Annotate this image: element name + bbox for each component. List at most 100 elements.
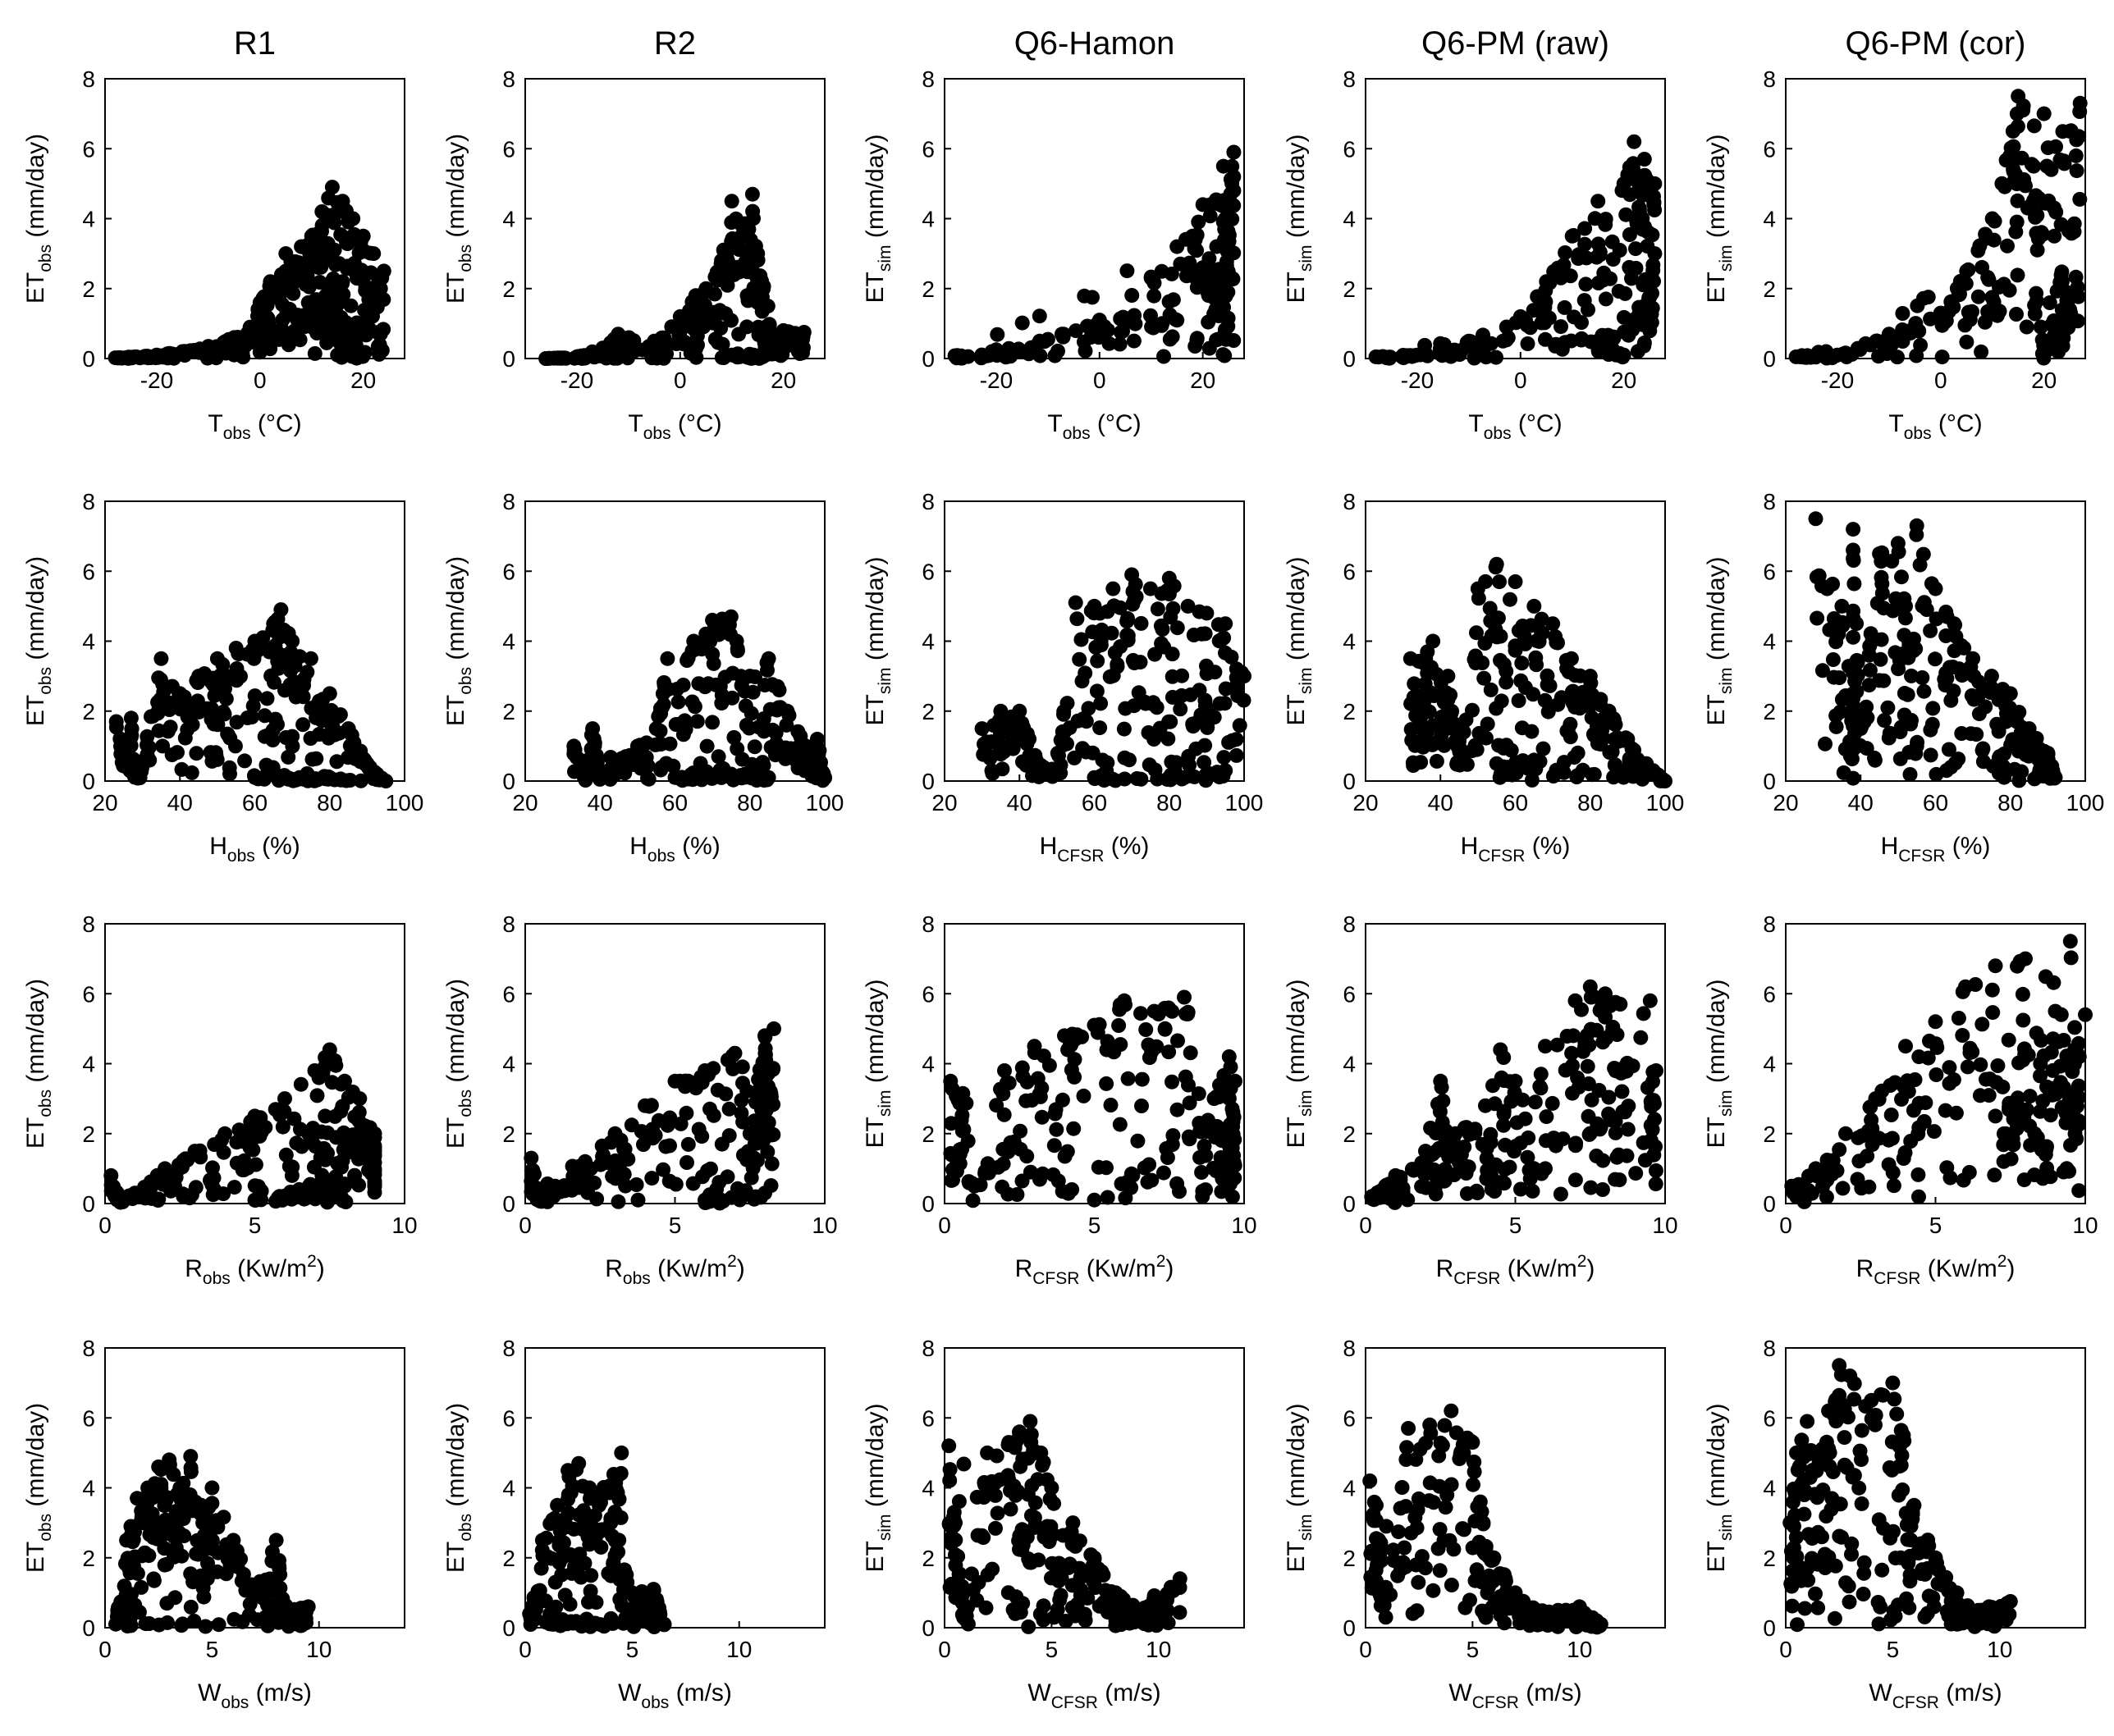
- scatter-point: [265, 733, 280, 747]
- x-axis-label: Tobs (°C): [1047, 410, 1141, 443]
- scatter-point: [1434, 1080, 1449, 1094]
- scatter-point: [1066, 1122, 1081, 1136]
- x-axis-label: Tobs (°C): [1888, 410, 1982, 443]
- scatter-point: [1202, 341, 1217, 356]
- scatter-point: [1099, 1076, 1114, 1091]
- scatter-point: [1135, 1072, 1150, 1087]
- scatter-point: [1577, 222, 1592, 236]
- y-tick-label: 2: [1343, 1122, 1356, 1147]
- scatter-point: [527, 1167, 542, 1181]
- scatter-point: [1649, 1176, 1663, 1191]
- scatter-point: [1185, 229, 1200, 244]
- scatter-point: [611, 1485, 625, 1500]
- x-tick-label: 20: [771, 368, 796, 393]
- scatter-point: [1113, 639, 1128, 654]
- scatter-point: [228, 738, 243, 753]
- scatter-point: [1568, 1172, 1583, 1187]
- scatter-point: [1961, 305, 1976, 320]
- scatter-point: [173, 701, 188, 716]
- scatter-point: [1534, 1167, 1549, 1181]
- scatter-point: [1520, 1150, 1535, 1165]
- x-axis-label: Hobs (%): [209, 833, 300, 866]
- scatter-point: [1646, 1148, 1661, 1163]
- scatter-point: [145, 349, 160, 364]
- scatter-point: [2065, 1064, 2080, 1079]
- scatter-point: [295, 717, 310, 732]
- scatter-point: [1077, 1089, 1091, 1103]
- scatter-point: [1953, 637, 1968, 652]
- scatter-point: [1577, 237, 1592, 252]
- y-axis-label: ETsim (mm/day): [862, 1403, 895, 1572]
- scatter-point: [336, 274, 350, 289]
- scatter-point: [1647, 246, 1662, 261]
- x-tick-label: 20: [2031, 368, 2057, 393]
- scatter-point: [2021, 1048, 2036, 1062]
- y-tick-label: 0: [82, 1191, 95, 1217]
- scatter-point: [1161, 1001, 1176, 1016]
- y-tick-label: 4: [922, 1052, 935, 1077]
- scatter-point: [146, 1571, 161, 1586]
- scatter-point: [1908, 642, 1923, 656]
- scatter-point: [1118, 998, 1132, 1012]
- scatter-point: [563, 1597, 578, 1612]
- scatter-point: [1906, 1103, 1921, 1117]
- scatter-point: [1917, 1114, 1932, 1129]
- scatter-point: [250, 302, 265, 317]
- scatter-point: [1613, 997, 1627, 1012]
- scatter-point: [1117, 722, 1132, 737]
- y-tick-label: 0: [1343, 1191, 1356, 1217]
- x-tick-label: 10: [1652, 1213, 1677, 1238]
- scatter-point: [1229, 748, 1244, 763]
- scatter-point: [2035, 1171, 2050, 1186]
- x-tick-label: 5: [669, 1213, 682, 1238]
- scatter-point: [1217, 349, 1232, 363]
- scatter-point: [1988, 958, 2003, 973]
- scatter-point: [1846, 604, 1860, 619]
- scatter-point: [1538, 693, 1553, 708]
- scatter-point: [1046, 1496, 1061, 1511]
- scatter-point: [1876, 674, 1891, 688]
- scatter-point: [648, 1128, 663, 1143]
- y-tick-label: 6: [922, 136, 935, 162]
- scatter-point: [2030, 243, 2045, 258]
- scatter-point: [950, 1549, 965, 1564]
- scatter-point: [725, 666, 740, 681]
- scatter-point: [1928, 651, 1942, 666]
- scatter-point: [1465, 703, 1480, 718]
- scatter-point: [2006, 706, 2020, 721]
- scatter-point: [2011, 267, 2025, 282]
- scatter-point: [1018, 734, 1033, 749]
- scatter-point: [623, 1609, 638, 1624]
- scatter-point: [614, 1446, 629, 1460]
- scatter-point: [722, 1128, 737, 1143]
- scatter-point: [2071, 1036, 2086, 1051]
- scatter-point: [961, 1134, 976, 1149]
- scatter-point: [1075, 741, 1090, 756]
- scatter-point: [659, 337, 674, 352]
- y-tick-label: 4: [1763, 207, 1776, 232]
- scatter-point: [1492, 574, 1507, 589]
- scatter-point: [1629, 261, 1644, 276]
- y-tick-label: 8: [922, 1336, 935, 1361]
- x-tick-label: 5: [1929, 1213, 1942, 1238]
- scatter-point: [1605, 235, 1620, 249]
- scatter-point: [145, 1506, 160, 1521]
- scatter-point: [2020, 320, 2034, 335]
- scatter-point: [1849, 616, 1864, 631]
- scatter-point: [300, 273, 314, 288]
- scatter-point: [1036, 1048, 1051, 1063]
- scatter-point: [614, 1569, 629, 1583]
- scatter-point: [1647, 176, 1662, 191]
- scatter-point: [1935, 349, 1950, 364]
- scatter-point: [1496, 1118, 1511, 1133]
- scatter-point: [1595, 328, 1609, 343]
- y-tick-label: 4: [1763, 1052, 1776, 1077]
- scatter-point: [1567, 309, 1581, 324]
- scatter-point: [2038, 969, 2053, 984]
- scatter-point: [328, 1058, 343, 1073]
- x-axis-label: Tobs (°C): [628, 410, 721, 443]
- scatter-point: [1156, 1166, 1171, 1181]
- scatter-point: [721, 1169, 735, 1184]
